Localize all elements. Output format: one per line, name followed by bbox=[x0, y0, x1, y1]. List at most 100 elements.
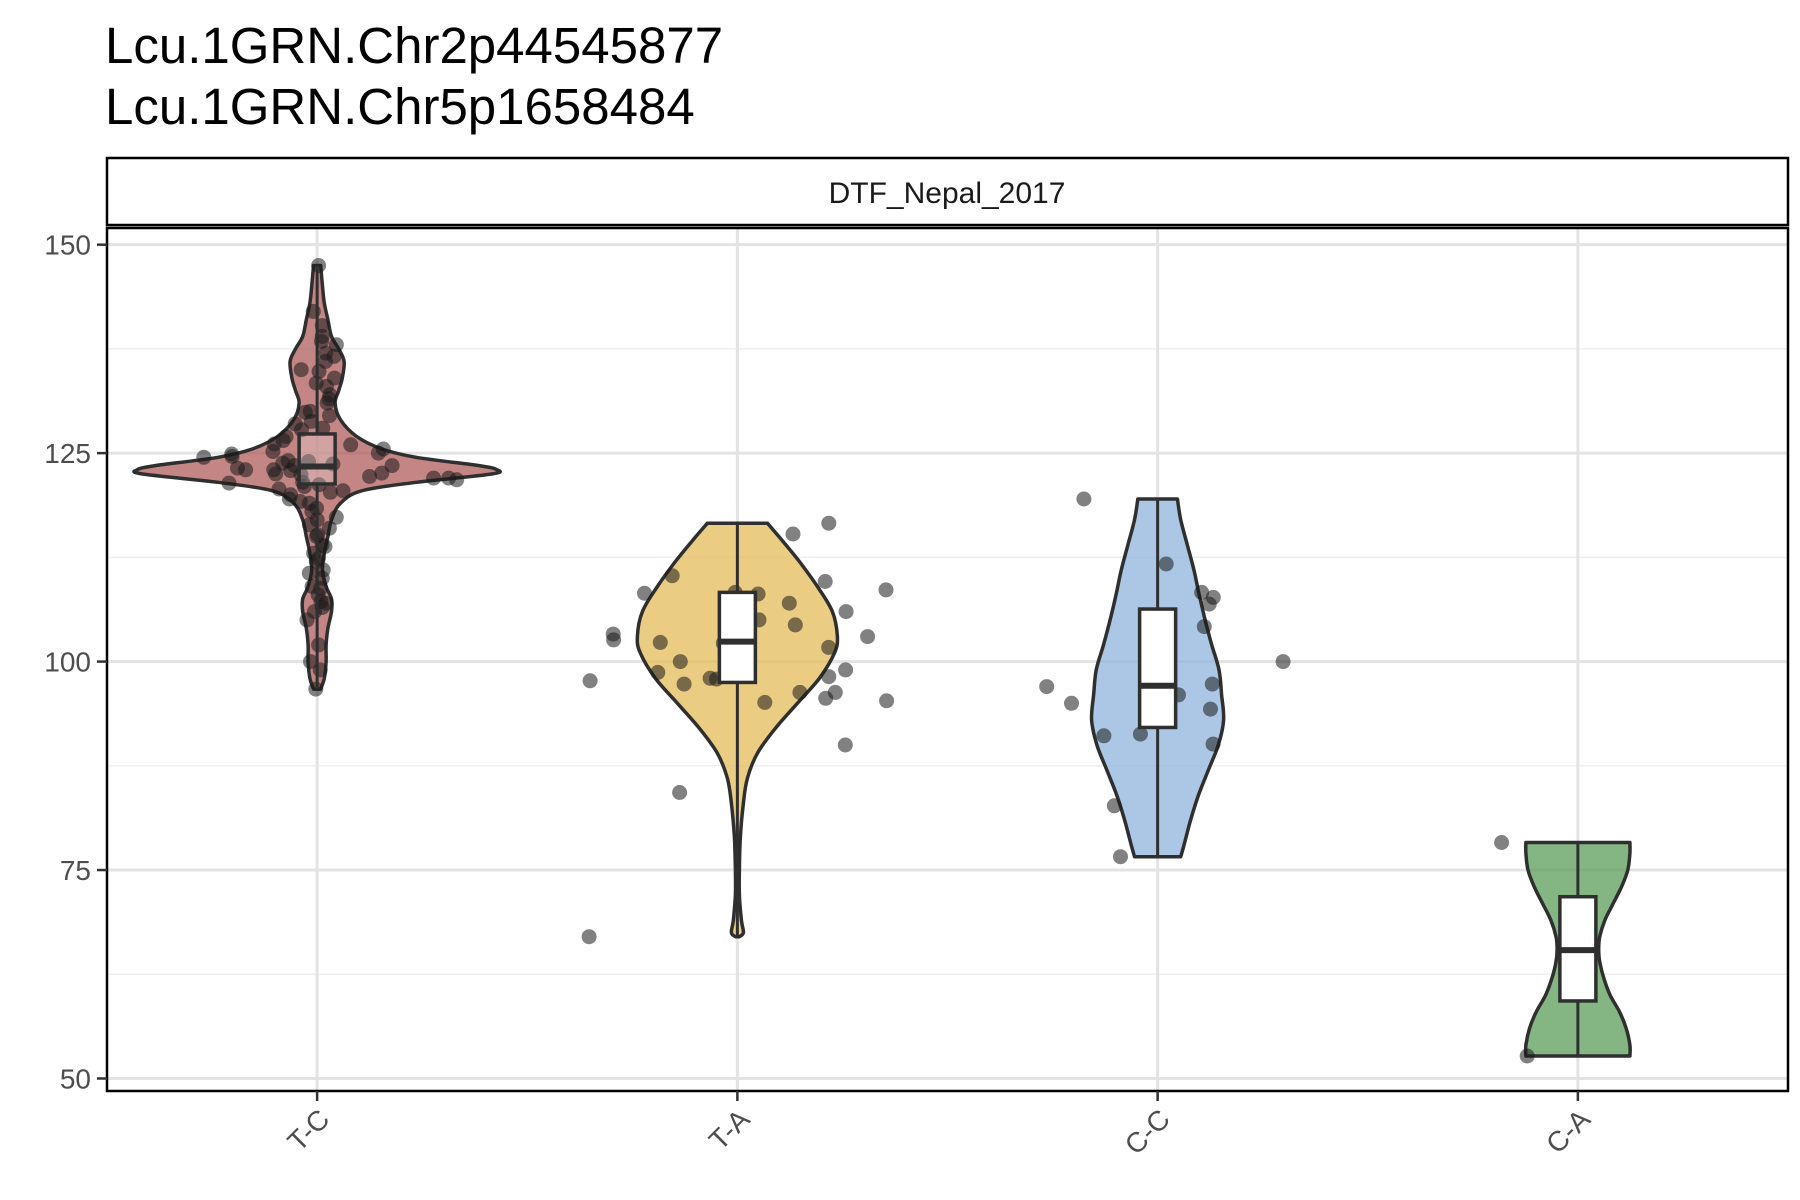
data-point bbox=[322, 408, 337, 424]
data-point bbox=[311, 258, 327, 273]
data-point bbox=[879, 693, 895, 709]
data-point bbox=[271, 481, 287, 497]
data-point bbox=[321, 391, 337, 407]
data-point bbox=[838, 662, 854, 678]
data-point bbox=[449, 472, 465, 488]
data-point bbox=[335, 483, 351, 499]
data-point bbox=[792, 684, 808, 700]
data-point bbox=[676, 676, 692, 692]
data-point bbox=[315, 420, 331, 436]
x-tick-label: T-C bbox=[282, 1103, 336, 1157]
data-point bbox=[311, 363, 327, 379]
facet-strip-label: DTF_Nepal_2017 bbox=[829, 177, 1066, 210]
boxplots bbox=[297, 265, 1598, 1056]
chart-title-line-1: Lcu.1GRN.Chr2p44545877 bbox=[105, 17, 724, 74]
data-point bbox=[1204, 676, 1220, 692]
data-point bbox=[821, 515, 837, 531]
data-point bbox=[787, 617, 803, 633]
y-tick-label: 75 bbox=[60, 855, 91, 886]
panel-border bbox=[105, 226, 1790, 1093]
data-point bbox=[581, 929, 597, 945]
data-point bbox=[196, 449, 212, 465]
grid bbox=[107, 228, 1788, 1091]
data-point bbox=[1194, 584, 1210, 600]
data-point bbox=[582, 673, 598, 689]
data-point bbox=[818, 690, 834, 706]
data-point bbox=[292, 494, 308, 509]
box-c-c bbox=[1137, 607, 1178, 730]
data-point bbox=[838, 604, 854, 620]
data-point bbox=[317, 539, 333, 554]
data-point bbox=[781, 595, 797, 611]
data-point bbox=[785, 526, 801, 542]
data-point bbox=[343, 437, 359, 453]
x-tick-label: C-A bbox=[1540, 1103, 1596, 1159]
data-point bbox=[837, 737, 853, 753]
data-point bbox=[817, 574, 833, 589]
data-point bbox=[293, 467, 309, 483]
data-point bbox=[1113, 849, 1128, 865]
data-point bbox=[221, 475, 237, 491]
data-point bbox=[384, 458, 400, 474]
y-tick-label: 150 bbox=[44, 230, 91, 261]
data-point bbox=[312, 662, 328, 678]
data-point bbox=[326, 348, 342, 364]
data-point bbox=[878, 582, 894, 598]
data-point bbox=[1494, 835, 1510, 850]
data-point bbox=[860, 629, 876, 645]
data-point bbox=[1132, 726, 1148, 742]
data-point bbox=[328, 509, 344, 525]
data-point bbox=[672, 654, 688, 670]
y-tick-label: 50 bbox=[60, 1063, 91, 1094]
data-point bbox=[821, 639, 837, 655]
data-point bbox=[266, 436, 282, 452]
data-points bbox=[196, 258, 1535, 1064]
data-point bbox=[297, 404, 313, 420]
data-point bbox=[1158, 556, 1174, 572]
data-point bbox=[1275, 654, 1291, 670]
data-point bbox=[301, 565, 317, 581]
box-t-a bbox=[717, 590, 758, 685]
data-point bbox=[672, 785, 688, 800]
data-point bbox=[301, 517, 317, 533]
data-point bbox=[322, 484, 338, 500]
data-point bbox=[1196, 619, 1212, 635]
data-point bbox=[328, 337, 344, 353]
y-tick-label: 125 bbox=[44, 438, 91, 469]
data-point bbox=[268, 466, 284, 482]
data-point bbox=[1106, 798, 1122, 814]
data-point bbox=[1096, 728, 1112, 744]
data-point bbox=[821, 669, 837, 685]
data-point bbox=[1203, 701, 1218, 717]
data-point bbox=[307, 604, 322, 620]
data-point bbox=[664, 568, 680, 584]
data-point bbox=[757, 694, 773, 710]
box-t-c bbox=[297, 432, 337, 486]
data-point bbox=[321, 520, 337, 536]
data-point bbox=[1201, 596, 1217, 612]
data-point bbox=[293, 362, 309, 378]
data-point bbox=[370, 445, 386, 461]
x-tick-label: C-C bbox=[1119, 1103, 1176, 1160]
data-point bbox=[313, 580, 329, 596]
data-point bbox=[374, 465, 390, 481]
facet-strip: DTF_Nepal_2017 bbox=[105, 156, 1790, 227]
data-point bbox=[1064, 695, 1079, 711]
data-point bbox=[230, 460, 245, 476]
data-point bbox=[1039, 679, 1055, 695]
y-tick-label: 100 bbox=[44, 647, 91, 678]
chart-title-line-2: Lcu.1GRN.Chr5p1658484 bbox=[105, 78, 695, 135]
x-tick-label: T-A bbox=[703, 1103, 756, 1156]
data-point bbox=[362, 469, 378, 484]
data-point bbox=[1205, 736, 1221, 752]
data-point bbox=[652, 634, 668, 650]
data-point bbox=[224, 446, 240, 462]
data-point bbox=[606, 632, 622, 648]
data-point bbox=[650, 664, 666, 680]
data-point bbox=[1076, 491, 1092, 507]
data-point bbox=[637, 585, 652, 601]
data-point bbox=[426, 470, 442, 486]
data-point bbox=[1519, 1048, 1535, 1064]
facet-strip-box bbox=[105, 156, 1790, 227]
